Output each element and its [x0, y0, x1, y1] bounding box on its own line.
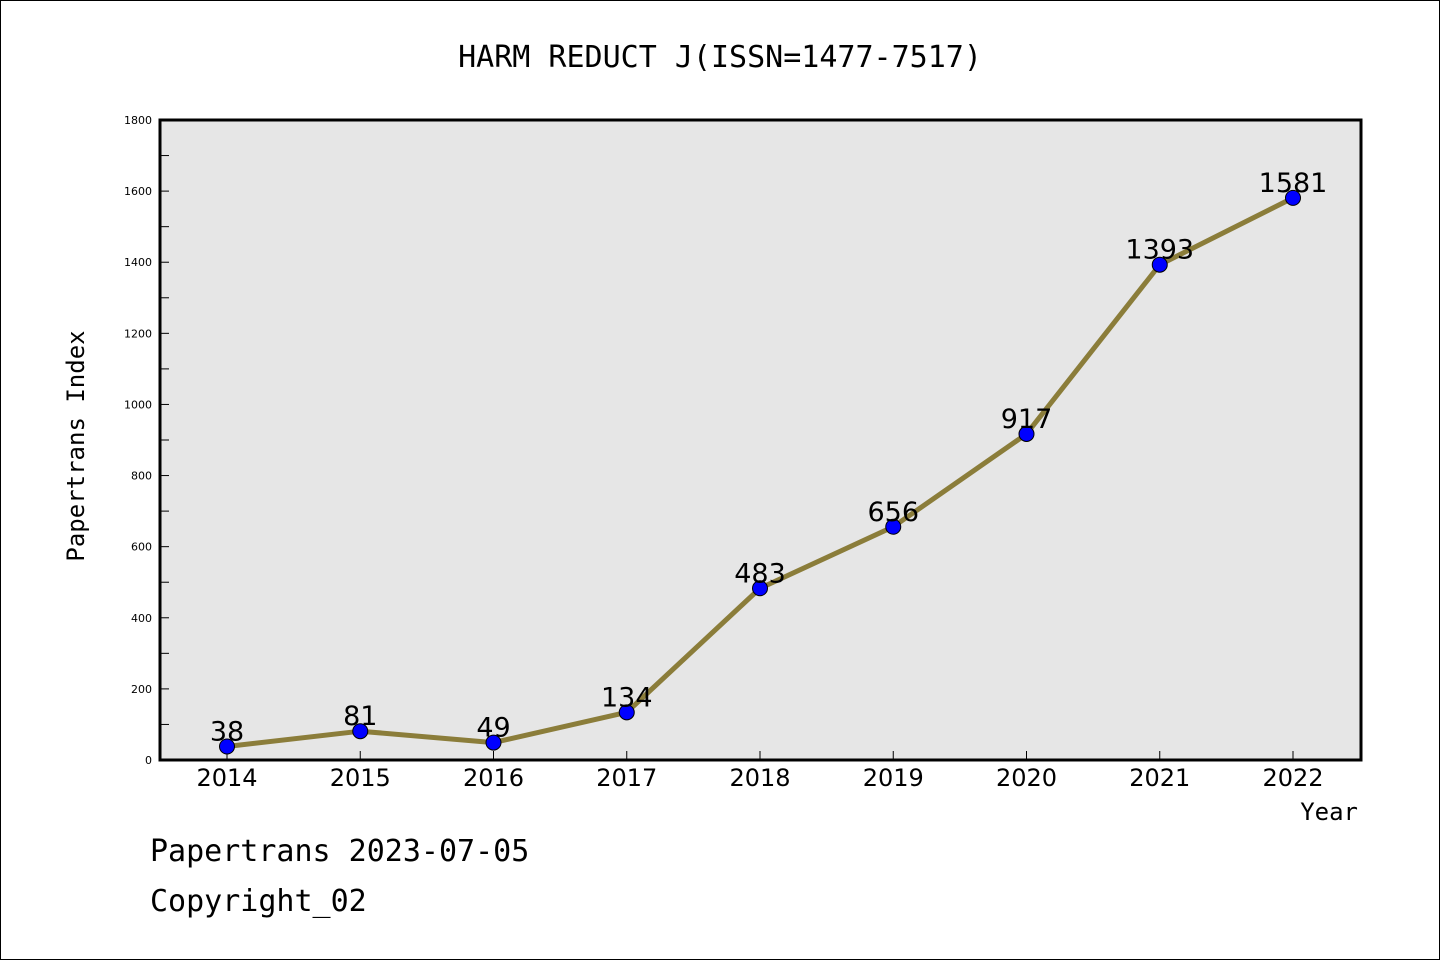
x-tick-label: 2022	[1262, 764, 1323, 792]
x-tick-label: 2020	[996, 764, 1057, 792]
data-point	[1285, 189, 1301, 206]
plot-border	[158, 118, 1363, 762]
data-label: 917	[1001, 404, 1053, 435]
y-tick-label: 800	[131, 470, 152, 483]
footer-date: Papertrans 2023-07-05	[150, 834, 530, 869]
y-axis-label: Papertrans Index	[62, 330, 90, 561]
x-tick-label: 2019	[863, 764, 924, 792]
x-axis-label: Year	[1300, 798, 1358, 826]
data-label: 134	[601, 682, 653, 713]
y-tick-label: 1800	[124, 114, 152, 127]
data-label: 1393	[1125, 235, 1194, 266]
y-tick-label: 1000	[124, 398, 152, 411]
data-label: 49	[476, 713, 510, 744]
data-label: 656	[867, 497, 919, 528]
data-point	[752, 580, 768, 597]
y-tick-label: 0	[145, 754, 152, 767]
x-tick-label: 2014	[196, 764, 257, 792]
data-point	[1018, 425, 1035, 442]
x-tick-label: 2016	[463, 764, 524, 792]
chart-title: HARM REDUCT J(ISSN=1477-7517)	[458, 40, 982, 75]
data-point	[1151, 256, 1168, 273]
x-tick-label: 2021	[1129, 764, 1190, 792]
y-tick-label: 1400	[124, 256, 152, 269]
y-tick-label: 400	[131, 612, 152, 625]
x-tick-label: 2017	[596, 764, 657, 792]
data-point	[219, 738, 235, 755]
data-label: 483	[734, 558, 786, 589]
y-tick-label: 1600	[124, 185, 152, 198]
data-label: 81	[343, 701, 377, 732]
data-label: 1581	[1259, 168, 1328, 199]
data-point	[885, 518, 902, 535]
y-axis: 0 200 400 600 800 1000 1200 1400 1600 1800	[124, 114, 169, 767]
footer-copyright: Copyright_02	[150, 884, 367, 919]
x-tick-label: 2018	[729, 764, 790, 792]
x-axis: 2014 2015 2016 2017 2018 2019 2020 2021 2022	[196, 751, 1324, 792]
data-point	[485, 734, 502, 751]
x-tick-label: 2015	[330, 764, 391, 792]
y-tick-label: 600	[131, 541, 152, 554]
y-tick-label: 200	[131, 683, 152, 696]
data-point	[352, 723, 369, 740]
series-layer: 38 81 49 134 483 656 917 1393 1581	[210, 168, 1328, 755]
plot-area	[160, 120, 1361, 760]
data-label: 38	[210, 716, 244, 747]
y-tick-label: 1200	[124, 327, 152, 340]
data-point	[618, 704, 635, 721]
